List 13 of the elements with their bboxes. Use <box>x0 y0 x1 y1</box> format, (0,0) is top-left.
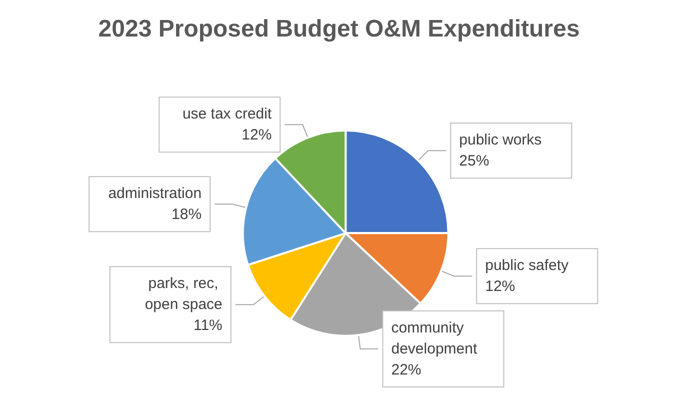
data-label: 18% <box>172 206 202 224</box>
slice-label: community development <box>391 319 478 358</box>
slice-label: parks, rec, open space <box>144 275 222 314</box>
slice-label: public safety <box>485 257 570 274</box>
chart-title: 2023 Proposed Budget O&M Expenditures <box>98 16 580 42</box>
slice-label: administration <box>108 185 202 202</box>
slice-label: public works <box>459 132 542 149</box>
data-label: 25% <box>459 152 490 170</box>
data-label: 12% <box>485 278 516 296</box>
slice-label: use tax credit <box>182 106 272 123</box>
data-label: 11% <box>193 317 222 334</box>
data-label: 22% <box>391 361 422 378</box>
data-label: 12% <box>242 126 272 144</box>
